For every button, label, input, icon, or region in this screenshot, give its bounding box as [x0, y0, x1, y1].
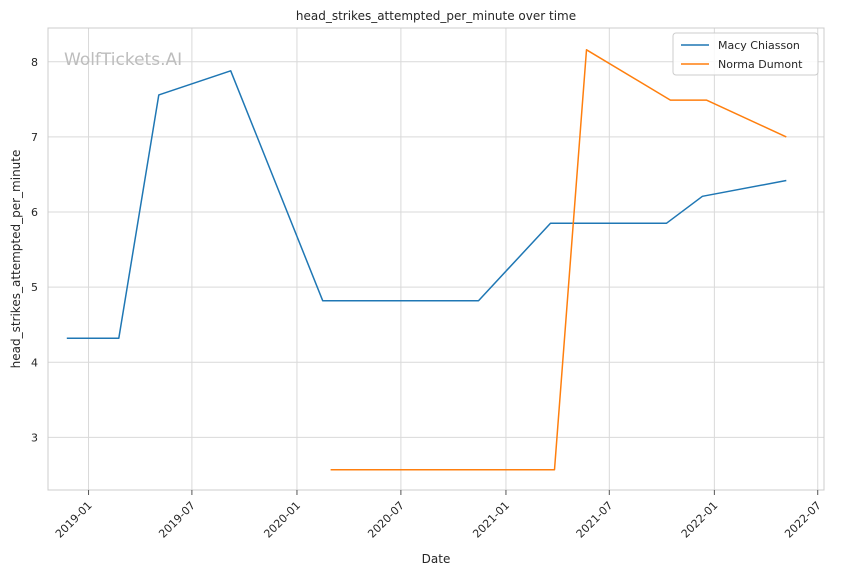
legend-label-2: Norma Dumont: [718, 58, 803, 71]
legend: Macy Chiasson Norma Dumont: [672, 32, 819, 76]
grid: [48, 28, 824, 490]
series-line-2: [330, 49, 787, 471]
y-tick-label: 6: [31, 206, 38, 219]
legend-label-1: Macy Chiasson: [718, 39, 800, 52]
y-axis-ticks: 3 4 5 6 7 8: [31, 56, 38, 445]
series-line-1: [66, 70, 787, 340]
x-axis-label: Date: [422, 552, 451, 566]
y-tick-label: 8: [31, 56, 38, 69]
chart-title: head_strikes_attempted_per_minute over t…: [296, 9, 576, 23]
y-axis-label: head_strikes_attempted_per_minute: [9, 150, 23, 369]
y-tick-label: 4: [31, 356, 38, 369]
watermark: WolfTickets.AI: [64, 50, 182, 70]
legend-box: [672, 32, 819, 76]
y-tick-label: 5: [31, 281, 38, 294]
series-layer: [66, 49, 787, 471]
y-tick-label: 3: [31, 431, 38, 444]
plot-frame: [47, 27, 825, 491]
y-tick-label: 7: [31, 131, 38, 144]
